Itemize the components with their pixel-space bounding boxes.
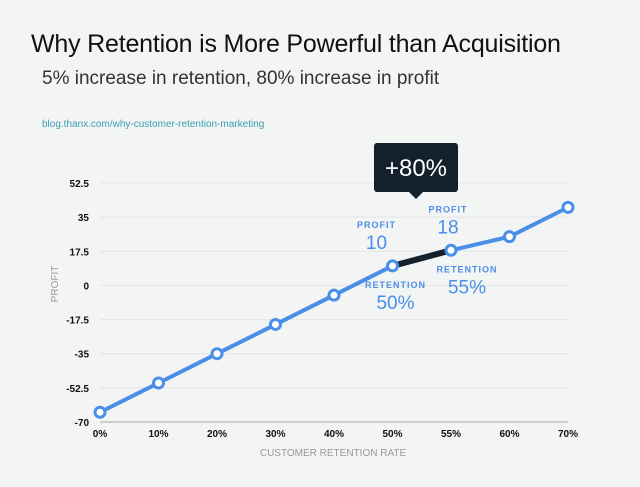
annotation-label: RETENTION (365, 280, 426, 290)
y-tick-label: 0 (83, 281, 89, 292)
series-line (99, 205, 569, 415)
source-link[interactable]: blog.thanx.com/why-customer-retention-ma… (42, 119, 265, 130)
x-tick-label: 10% (148, 429, 168, 440)
annotation-value: 55% (448, 277, 486, 298)
y-tick-label: -52.5 (66, 384, 89, 395)
data-point (503, 230, 516, 244)
y-tick-label: 35 (78, 213, 90, 224)
data-point (210, 347, 224, 361)
highlight-segment (391, 247, 452, 269)
annotation-label: RETENTION (436, 264, 497, 274)
chart-subtitle: 5% increase in retention, 80% increase i… (42, 68, 440, 89)
x-tick-label: 60% (499, 429, 519, 440)
annotation-value: 10 (366, 233, 387, 254)
callout-text: +80% (385, 155, 447, 182)
x-tick-label: 20% (207, 429, 227, 440)
annotation-value: 50% (376, 293, 414, 314)
data-point (152, 376, 165, 390)
annotation-label: PROFIT (429, 204, 468, 214)
x-tick-label: 0% (93, 429, 108, 440)
data-point (386, 259, 399, 273)
x-axis-ticks: 0% 10% 20% 30% 40% 50% 55% 60% 70% (93, 429, 578, 440)
chart-title: Why Retention is More Powerful than Acqu… (31, 30, 561, 58)
x-tick-label: 70% (558, 429, 578, 440)
y-axis-ticks: 52.5 35 17.5 0 -17.5 -35 -52.5 -70 (66, 179, 89, 429)
annotation-value: 18 (437, 217, 458, 238)
annotation-label: PROFIT (357, 220, 396, 230)
gridlines (100, 182, 568, 389)
data-point (561, 200, 575, 214)
x-tick-label: 55% (441, 429, 461, 440)
y-axis-title: PROFIT (50, 266, 61, 303)
y-tick-label: 52.5 (70, 179, 90, 190)
x-tick-label: 50% (382, 429, 402, 440)
callout-pointer (409, 192, 423, 199)
data-point (444, 243, 458, 257)
x-tick-label: 30% (265, 429, 285, 440)
annotations: PROFIT 10 RETENTION 50% PROFIT 18 RETENTION 55% (357, 204, 497, 314)
callout-bubble: +80% (374, 143, 458, 199)
x-axis-title: CUSTOMER RETENTION RATE (260, 448, 407, 459)
series-profit (93, 200, 575, 419)
data-point (269, 317, 282, 331)
y-tick-label: 17.5 (70, 247, 90, 258)
y-tick-label: -70 (75, 418, 90, 429)
y-tick-label: -35 (75, 350, 90, 361)
callout-box (374, 143, 458, 192)
y-tick-label: -17.5 (66, 316, 89, 327)
data-point (93, 405, 107, 419)
data-point (327, 288, 341, 302)
x-tick-label: 40% (324, 429, 344, 440)
